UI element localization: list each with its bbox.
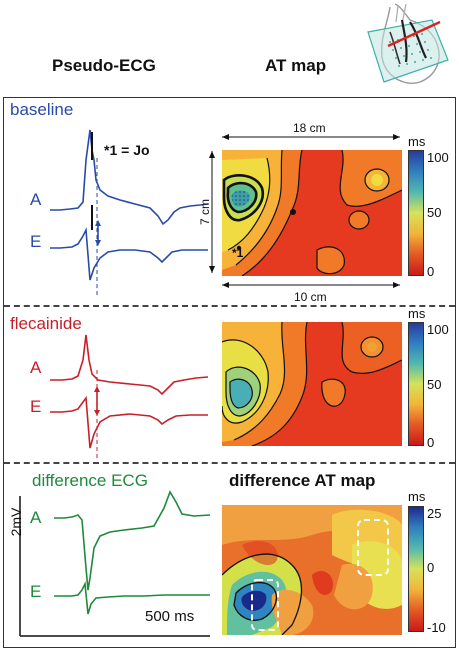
map-width-bottom-label: 10 cm xyxy=(294,290,327,304)
difference-ecg-traces xyxy=(19,490,211,637)
flecainide-lead-e-label: E xyxy=(30,397,42,416)
baseline-map-marker: *1 xyxy=(232,246,244,260)
flecainide-colorbar-unit: ms xyxy=(408,306,426,321)
map-height-label: 7 cm xyxy=(198,198,213,226)
jo-annotation: *1 = Jo xyxy=(104,142,150,158)
difference-lead-a-trace xyxy=(54,490,211,591)
figure-frame xyxy=(3,97,456,648)
flecainide-title: flecainide xyxy=(10,314,82,333)
baseline-colorbar-tick-low: 0 xyxy=(427,264,435,279)
difference-colorbar-unit: ms xyxy=(408,489,426,504)
heart-mesh-icon xyxy=(367,3,449,84)
flecainide-lead-a-trace xyxy=(50,334,209,396)
divider-baseline-flecainide xyxy=(4,305,455,307)
flecainide-colorbar-tick-mid: 50 xyxy=(427,377,442,392)
baseline-colorbar-unit: ms xyxy=(408,134,426,149)
baseline-map-dimension-arrows xyxy=(209,134,400,288)
difference-colorbar-tick-high: 25 xyxy=(427,506,442,521)
flecainide-ecg-traces xyxy=(50,334,209,458)
baseline-colorbar xyxy=(408,150,424,276)
flecainide-colorbar xyxy=(408,322,424,446)
flecainide-colorbar-tick-low: 0 xyxy=(427,435,435,450)
flecainide-colorbar-tick-high: 100 xyxy=(427,322,449,337)
difference-colorbar-tick-low: -10 xyxy=(427,620,446,635)
flecainide-lead-a-label: A xyxy=(30,358,42,377)
divider-flecainide-difference xyxy=(4,462,455,464)
map-width-top-label: 18 cm xyxy=(293,121,326,135)
difference-at-map-title: difference AT map xyxy=(229,471,376,490)
difference-lead-e-trace xyxy=(54,581,210,615)
baseline-lead-a-trace xyxy=(50,129,209,226)
baseline-lead-e-trace xyxy=(50,227,208,281)
scale-time-label: 500 ms xyxy=(145,608,195,625)
baseline-lead-a-label: A xyxy=(30,190,42,209)
baseline-lead-e-label: E xyxy=(30,232,42,251)
flecainide-lead-e-trace xyxy=(50,395,208,449)
difference-ecg-title: difference ECG xyxy=(32,471,148,490)
difference-colorbar xyxy=(408,506,424,632)
difference-at-map xyxy=(222,505,402,635)
baseline-colorbar-tick-high: 100 xyxy=(427,150,449,165)
flecainide-at-map xyxy=(222,322,402,446)
difference-colorbar-tick-mid: 0 xyxy=(427,560,435,575)
difference-lead-e-label: E xyxy=(30,582,42,601)
baseline-title: baseline xyxy=(10,100,74,119)
baseline-colorbar-tick-mid: 50 xyxy=(427,205,442,220)
difference-lead-a-label: A xyxy=(30,508,42,527)
baseline-ecg-traces xyxy=(50,129,209,298)
pseudo-ecg-header: Pseudo-ECG xyxy=(52,56,156,75)
at-map-header: AT map xyxy=(265,56,327,75)
baseline-at-map xyxy=(222,150,402,276)
